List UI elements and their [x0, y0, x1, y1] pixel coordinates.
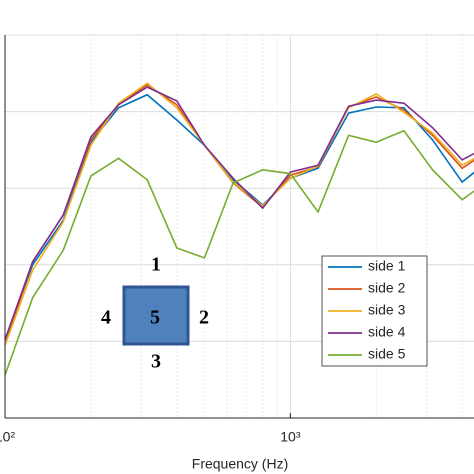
legend-label: side 5: [368, 346, 406, 362]
side-label: 3: [151, 351, 161, 373]
side-label: 5: [150, 307, 160, 329]
series-line: [5, 86, 474, 341]
series-line: [5, 83, 474, 346]
series-line: [5, 129, 474, 376]
legend-label: side 2: [368, 280, 406, 296]
x-tick-label: 10²: [0, 429, 15, 445]
x-tick-label: 10³: [280, 429, 301, 445]
x-axis-label: Frequency (Hz): [192, 456, 288, 472]
legend-label: side 1: [368, 258, 406, 274]
legend-label: side 4: [368, 324, 406, 340]
legend-label: side 3: [368, 302, 406, 318]
side-diagram: [122, 285, 190, 346]
side-label: 4: [101, 307, 111, 329]
side-label: 2: [199, 307, 209, 329]
side-label: 1: [151, 254, 161, 276]
